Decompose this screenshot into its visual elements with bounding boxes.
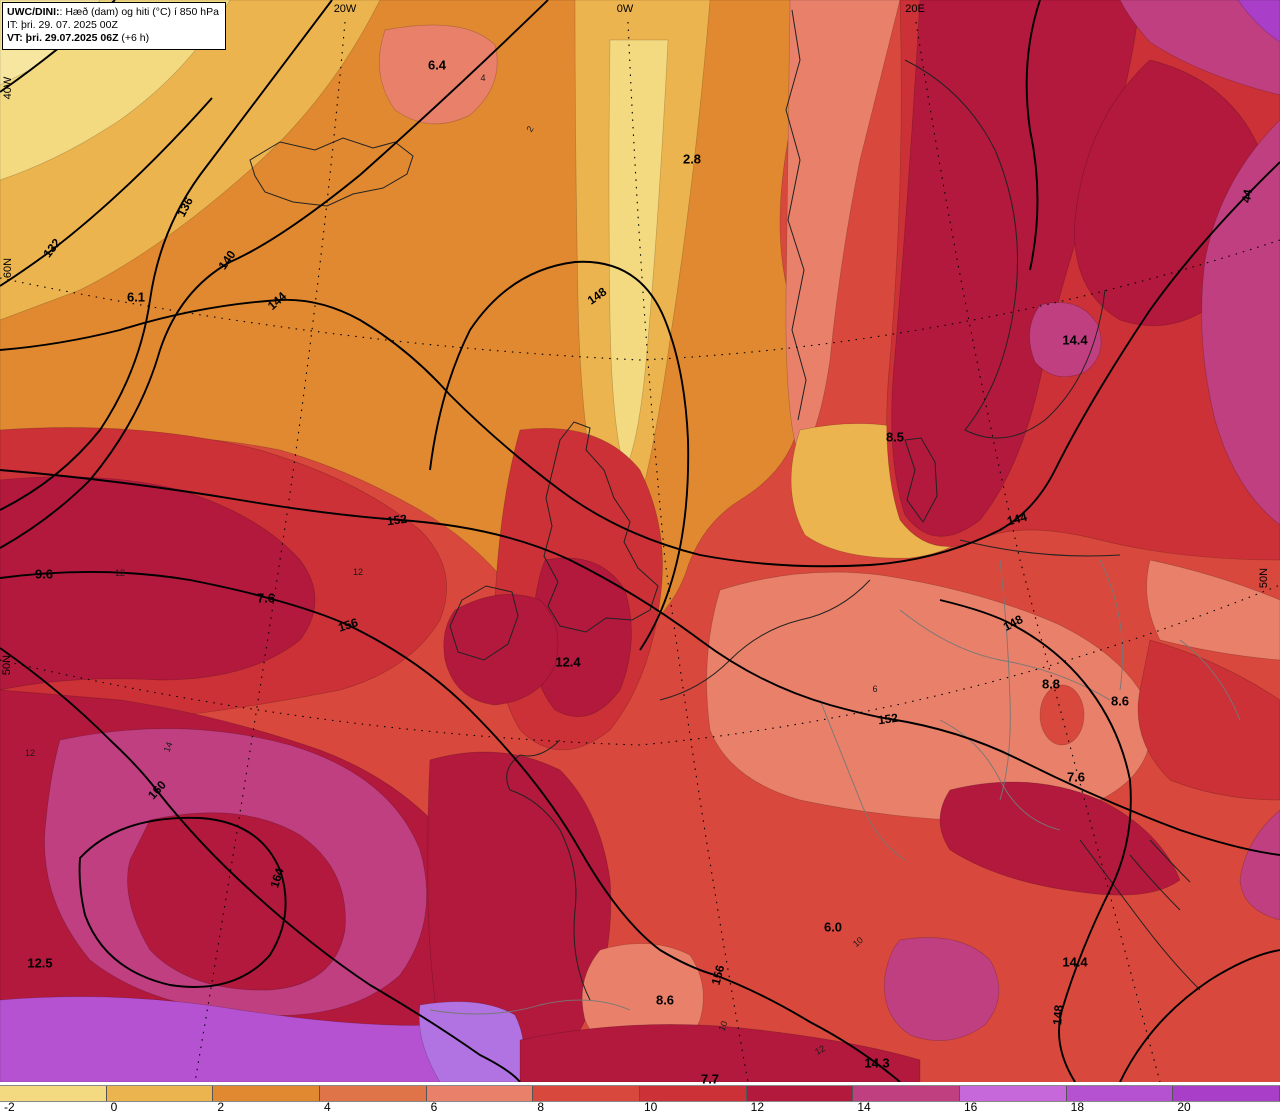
colorbar-tick: 16: [964, 1100, 978, 1114]
colorbar-segment: [960, 1086, 1067, 1101]
colorbar-tick: 10: [644, 1100, 658, 1114]
graticule: [0, 21, 1280, 1082]
colorbar-segment: [213, 1086, 321, 1101]
colorbar-tick: 0: [110, 1100, 118, 1114]
colorbar-tick-labels: -2 0 2 4 6 8 10 12 14 16 18 20: [0, 1100, 1280, 1115]
colorbar-segment: [640, 1086, 747, 1101]
colorbar-tick: -2: [4, 1100, 15, 1114]
coastlines: [249, 9, 1201, 1001]
colorbar-tick: 6: [430, 1100, 438, 1114]
colorbar-segment: [106, 1086, 214, 1101]
colorbar-segment: [746, 1086, 854, 1101]
height-contours: [0, 0, 1280, 1082]
colorbar-segment: [1066, 1086, 1174, 1101]
colorbar-tick: 18: [1070, 1100, 1085, 1114]
colorbar-tick: 20: [1177, 1100, 1191, 1114]
info-line-valid-time: VT: þri. 29.07.2025 06Z (+6 h): [7, 32, 150, 44]
colorbar-tick: 8: [537, 1100, 545, 1114]
info-box: UWC/DINI:: Hæð (dam) og hiti (°C) í 850 …: [2, 2, 226, 50]
colorbar-segment: [0, 1086, 107, 1101]
info-line-init-time: IT: þri. 29. 07. 2025 00Z: [7, 19, 118, 31]
colorbar-tick: 2: [217, 1100, 225, 1114]
temperature-colorbar: [0, 1085, 1280, 1102]
info-line-title: UWC/DINI:: Hæð (dam) og hiti (°C) í 850 …: [7, 6, 219, 18]
weather-map-canvas: [0, 0, 1280, 1082]
colorbar-segment: [426, 1086, 534, 1101]
colorbar-tick: 14: [857, 1100, 871, 1114]
country-borders: [429, 559, 1241, 1015]
colorbar-segment: [320, 1086, 427, 1101]
model-name: UWC/DINI:: [7, 6, 60, 18]
colorbar-segment: [853, 1086, 961, 1101]
colorbar-tick: 12: [750, 1100, 765, 1114]
colorbar-segment: [533, 1086, 641, 1101]
colorbar-segment: [1173, 1086, 1280, 1101]
temp-fill-regions: [0, 0, 1280, 1082]
colorbar-tick: 4: [324, 1100, 331, 1114]
